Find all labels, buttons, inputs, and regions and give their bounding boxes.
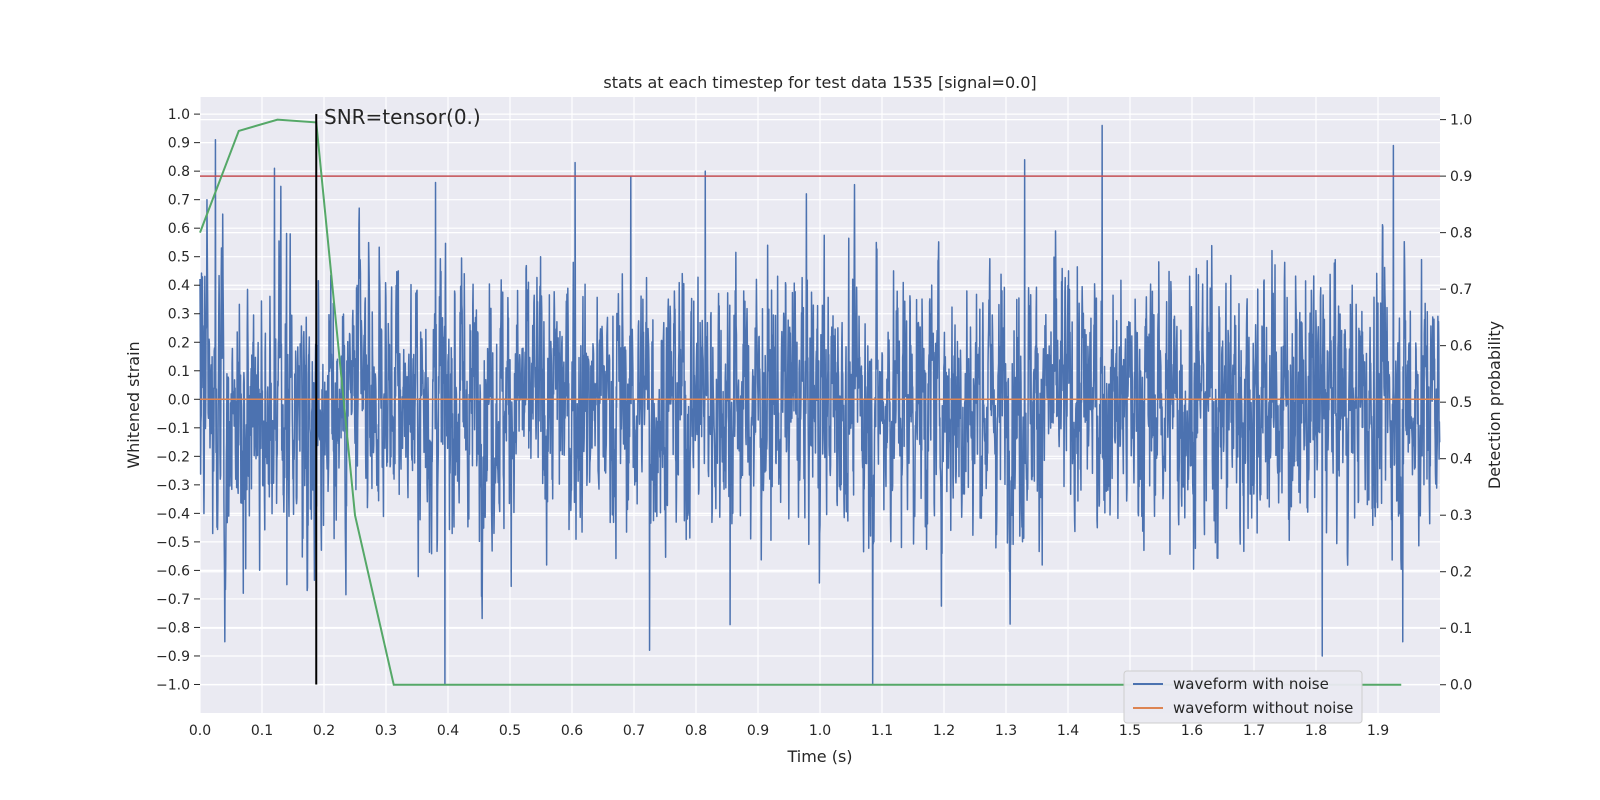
x-tick-label: 0.1 [251, 723, 273, 739]
y-right-tick-label: 0.4 [1450, 452, 1472, 468]
x-tick-label: 1.4 [1057, 723, 1079, 739]
y-right-tick-label: 0.5 [1450, 395, 1472, 411]
y-left-tick-label: −0.1 [156, 421, 190, 437]
y-left-tick-label: −0.3 [156, 478, 190, 494]
y-right-tick-label: 0.6 [1450, 339, 1472, 355]
x-axis-label: Time (s) [786, 747, 852, 766]
y-right-tick-label: 0.7 [1450, 282, 1472, 298]
y-left-tick-label: 0.1 [168, 364, 190, 380]
y-left-tick-label: −0.8 [156, 620, 190, 636]
x-tick-label: 1.8 [1305, 723, 1327, 739]
legend-label-clean: waveform without noise [1173, 699, 1353, 717]
x-tick-label: 1.9 [1367, 723, 1389, 739]
y-right-tick-label: 1.0 [1450, 113, 1472, 129]
x-tick-label: 0.4 [437, 723, 459, 739]
y-right-tick-label: 0.9 [1450, 169, 1472, 185]
y-left-tick-label: −0.9 [156, 649, 190, 665]
y-left-tick-label: −0.2 [156, 449, 190, 465]
y-left-tick-label: −1.0 [156, 677, 190, 693]
x-tick-label: 1.0 [809, 723, 831, 739]
y-left-tick-label: 0.7 [168, 193, 190, 209]
legend-box [1123, 670, 1363, 724]
x-tick-label: 0.3 [375, 723, 397, 739]
x-tick-label: 1.3 [995, 723, 1017, 739]
y-left-tick-label: 0.0 [168, 392, 190, 408]
y-left-tick-label: 0.9 [168, 136, 190, 152]
y-right-tick-label: 0.3 [1450, 508, 1472, 524]
y-left-tick-label: 0.6 [168, 221, 190, 237]
x-tick-label: 0.2 [313, 723, 335, 739]
axis-ticks: 0.0 0.1 0.2 0.3 0.4 0.5 0.6 0.7 0.8 0.9 1.0 1.1 1.2 1… [156, 107, 1472, 739]
x-tick-label: 1.2 [933, 723, 955, 739]
noise-waveform-series [199, 124, 1441, 686]
legend: waveform with noise waveform without noi… [1123, 670, 1363, 724]
y-left-tick-label: 0.8 [168, 164, 190, 180]
y-left-tick-label: −0.5 [156, 535, 190, 551]
y-right-tick-label: 0.0 [1450, 678, 1472, 694]
y-left-tick-label: 0.3 [168, 307, 190, 323]
y-right-tick-label: 0.1 [1450, 621, 1472, 637]
y-left-tick-label: −0.6 [156, 563, 190, 579]
x-tick-label: 0.6 [561, 723, 583, 739]
y-left-tick-label: −0.4 [156, 506, 190, 522]
legend-label-noise: waveform with noise [1173, 675, 1329, 693]
x-tick-label: 0.8 [685, 723, 707, 739]
y-right-tick-label: 0.2 [1450, 565, 1472, 581]
x-tick-label: 0.5 [499, 723, 521, 739]
x-tick-label: 1.7 [1243, 723, 1265, 739]
y-left-tick-label: −0.7 [156, 592, 190, 608]
y-axis-left-label: Whitened strain [124, 341, 143, 468]
x-tick-label: 0.9 [747, 723, 769, 739]
x-tick-label: 0.7 [623, 723, 645, 739]
x-tick-label: 1.5 [1119, 723, 1141, 739]
noise-waveform-line [199, 124, 1441, 686]
x-tick-label: 1.1 [871, 723, 893, 739]
x-tick-label: 0.0 [189, 723, 211, 739]
y-left-tick-label: 1.0 [168, 107, 190, 123]
chart-title: stats at each timestep for test data 153… [603, 73, 1036, 92]
snr-annotation: SNR=tensor(0.) [324, 105, 481, 129]
y-left-tick-label: 0.2 [168, 335, 190, 351]
y-left-tick-label: 0.5 [168, 250, 190, 266]
y-left-tick-label: 0.4 [168, 278, 190, 294]
y-axis-right-label: Detection probability [1485, 321, 1504, 489]
x-tick-label: 1.6 [1181, 723, 1203, 739]
y-right-tick-label: 0.8 [1450, 226, 1472, 242]
